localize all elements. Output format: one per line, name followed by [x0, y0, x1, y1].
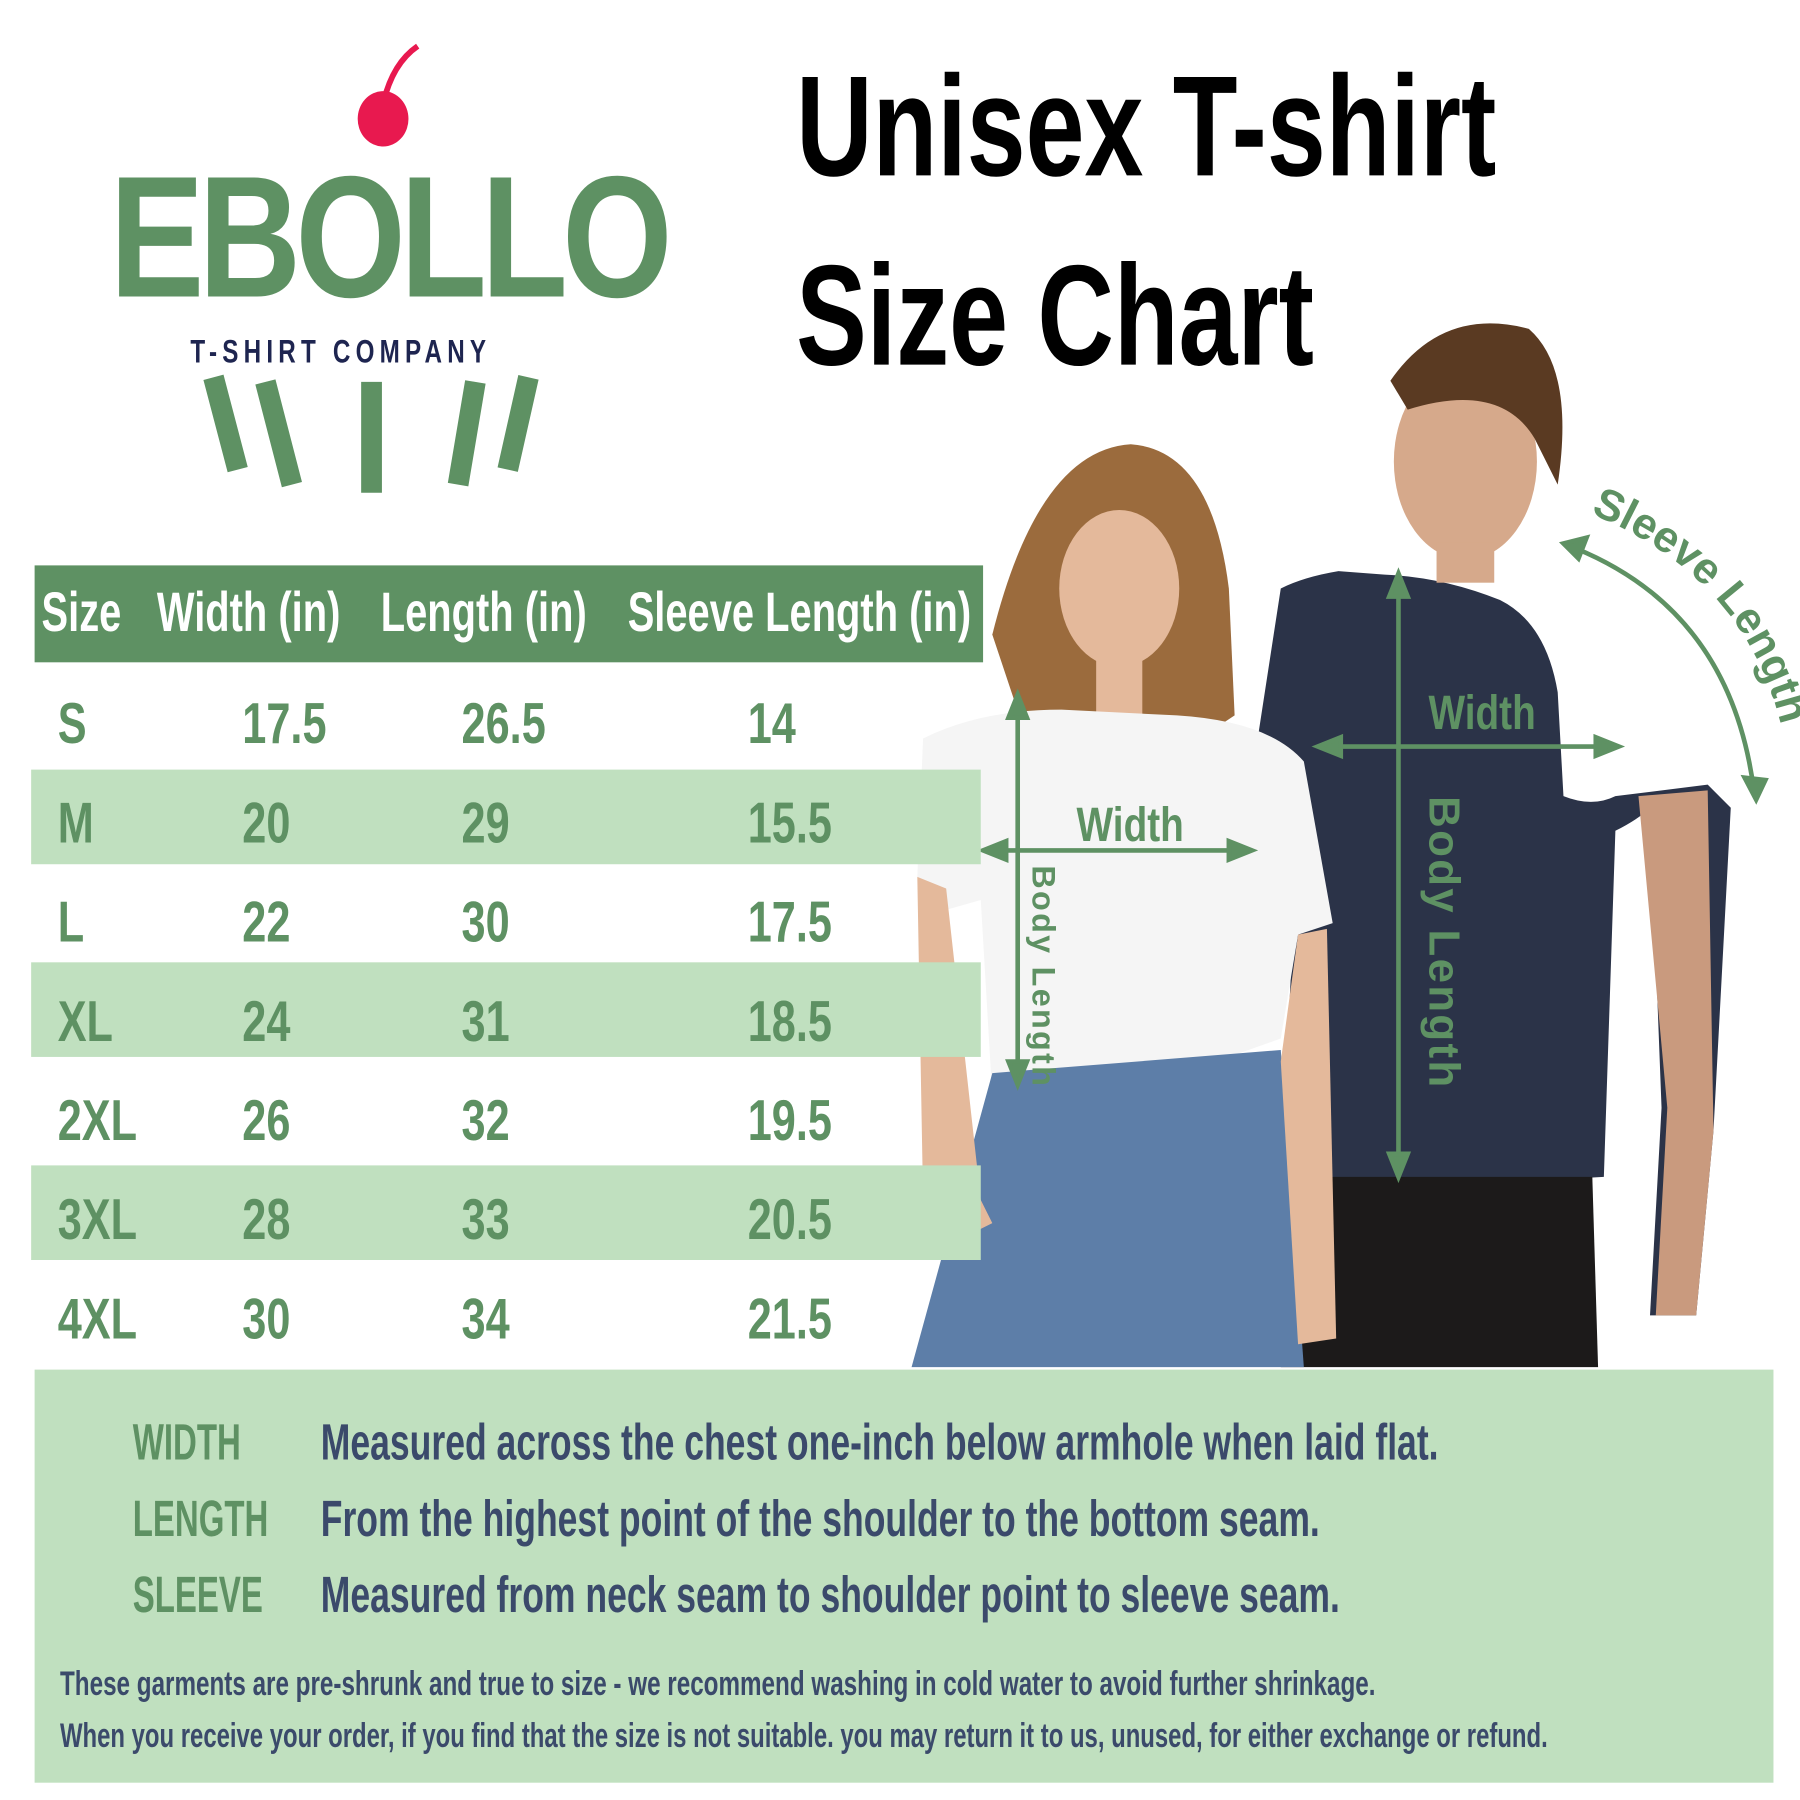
man-head	[1393, 363, 1537, 560]
definitions-panel	[34, 1369, 1774, 1783]
cell-size: 2XL	[57, 1088, 138, 1153]
definition-label-sleeve: SLEEVE	[132, 1566, 263, 1624]
cell-width: 24	[242, 988, 291, 1054]
man-pants	[1280, 1176, 1599, 1368]
woman-shirt	[917, 709, 1333, 1097]
cell-size: XL	[57, 988, 113, 1054]
cupcake-logo-icon	[203, 43, 539, 493]
note-preshrunk: These garments are pre-shrunk and true t…	[60, 1665, 1376, 1704]
definition-label-length: LENGTH	[132, 1490, 269, 1548]
cell-sleeve-length: 20.5	[747, 1187, 832, 1252]
cell-width: 20	[242, 790, 291, 856]
row-band	[31, 769, 981, 865]
row-band	[31, 962, 981, 1057]
cell-sleeve-length: 18.5	[747, 988, 832, 1054]
measurement-arrows	[976, 534, 1769, 1184]
header-length: Length (in)	[380, 582, 587, 644]
header-width: Width (in)	[156, 582, 341, 644]
cell-length: 30	[461, 889, 510, 955]
cell-sleeve-length: 17.5	[747, 889, 832, 955]
cell-size: 3XL	[57, 1187, 138, 1252]
cell-length: 26.5	[461, 691, 546, 756]
cell-size: S	[57, 691, 87, 756]
note-returns: When you receive your order, if you find…	[60, 1716, 1548, 1756]
woman-width-annotation: Width	[1076, 797, 1184, 852]
row-band	[31, 1165, 981, 1261]
cell-width: 22	[242, 889, 291, 955]
woman-body-length-annotation: Body Length	[1025, 865, 1062, 1089]
cell-width: 26	[242, 1088, 291, 1153]
ebollo-logo: EBOLLO T-SHIRT COMPANY	[104, 40, 673, 502]
cell-size: M	[57, 790, 94, 856]
brand-name: EBOLLO	[109, 139, 673, 334]
cell-width: 17.5	[242, 691, 327, 756]
table-header	[34, 565, 984, 663]
cell-sleeve-length: 21.5	[747, 1286, 832, 1352]
woman-jeans	[911, 1050, 1304, 1368]
page-title-line1: Unisex T-shirt	[796, 47, 1497, 207]
brand-tagline: T-SHIRT COMPANY	[190, 333, 492, 370]
sleeve-length-annotation: Sleeve Length	[1586, 478, 1800, 728]
man-shirt	[1257, 571, 1731, 1316]
definition-text-sleeve: Measured from neck seam to shoulder poin…	[320, 1566, 1340, 1624]
cell-length: 31	[461, 988, 510, 1054]
cell-length: 32	[461, 1088, 510, 1153]
man-body-length-annotation: Body Length	[1419, 796, 1468, 1090]
man-width-annotation: Width	[1428, 685, 1536, 740]
cell-size: 4XL	[57, 1286, 138, 1352]
header-sleeve-length: Sleeve Length (in)	[627, 582, 972, 644]
definition-text-length: From the highest point of the shoulder t…	[320, 1490, 1320, 1548]
woman-head	[1059, 510, 1180, 667]
definition-label-width: WIDTH	[132, 1414, 241, 1472]
cell-width: 28	[242, 1187, 291, 1252]
cell-length: 29	[461, 790, 510, 856]
cell-sleeve-length: 19.5	[747, 1088, 832, 1153]
cell-length: 33	[461, 1187, 510, 1252]
models-photo: Sleeve Length	[911, 323, 1800, 1368]
header-size: Size	[41, 582, 122, 644]
cell-length: 34	[461, 1286, 510, 1352]
cell-width: 30	[242, 1286, 291, 1352]
cell-size: L	[57, 889, 85, 955]
page-title-line2: Size Chart	[796, 236, 1314, 396]
cell-sleeve-length: 14	[747, 691, 796, 756]
definition-text-width: Measured across the chest one-inch below…	[320, 1414, 1439, 1472]
cell-sleeve-length: 15.5	[747, 790, 832, 856]
